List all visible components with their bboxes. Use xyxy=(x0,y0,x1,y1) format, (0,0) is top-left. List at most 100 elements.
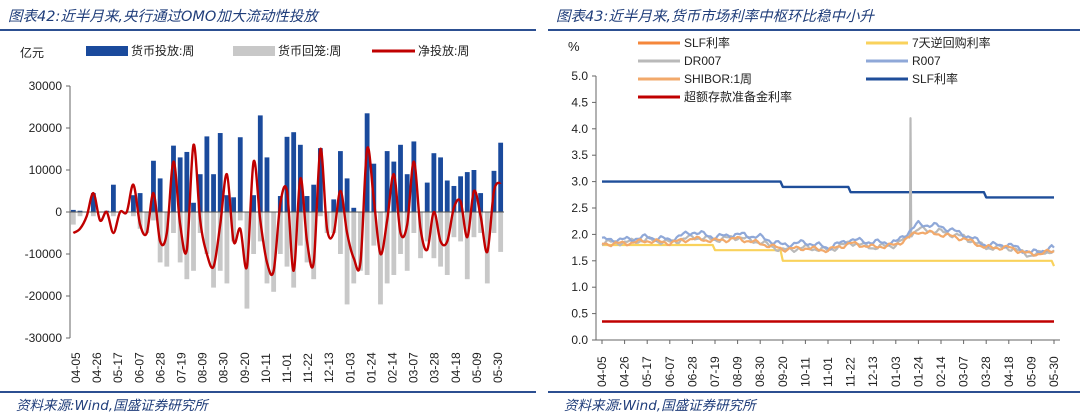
x-tick-label: 01-03 xyxy=(889,356,903,387)
x-tick-label: 06-28 xyxy=(685,356,699,387)
legend-label: SLF利率 xyxy=(912,71,958,86)
bar-withdrawal xyxy=(90,212,96,217)
title-rule xyxy=(0,29,536,31)
figure-title: 图表42:近半月来,央行通过OMO加大流动性投放 xyxy=(8,9,318,25)
x-tick-label: 05-30 xyxy=(491,352,505,383)
legend-label-injection: 货币投放:周 xyxy=(131,43,194,58)
legend-label-withdrawal: 货币回笼:周 xyxy=(278,43,341,58)
bar-injection xyxy=(137,193,143,212)
bar-injection xyxy=(411,141,417,212)
bar-withdrawal xyxy=(291,212,297,288)
bar-withdrawal xyxy=(151,212,156,221)
x-tick-label: 01-24 xyxy=(364,352,378,383)
series-line-shibor-1w xyxy=(602,229,1055,257)
bar-withdrawal xyxy=(251,212,257,254)
bar-injection xyxy=(304,196,310,212)
rates-chart: % SLF利率 7天逆回购利率 DR007 R007 SHIBOR:1周 SLF利率超额存款… xyxy=(568,35,1061,387)
source-note: 资料来源:Wind,国盛证券研究所 xyxy=(16,398,208,414)
bar-injection xyxy=(177,157,183,212)
x-tick-label: 11-22 xyxy=(844,357,858,387)
y-tick-label: 0 xyxy=(55,205,62,219)
bar-injection xyxy=(444,180,450,212)
bar-injection xyxy=(171,145,176,212)
bar-withdrawal xyxy=(358,212,363,271)
bar-withdrawal xyxy=(471,212,477,238)
y-tick-label: 0.0 xyxy=(571,333,588,347)
y-axis-unit: % xyxy=(568,39,580,54)
bar-withdrawal xyxy=(384,212,390,284)
bar-withdrawal xyxy=(424,212,430,242)
x-tick-label: 05-30 xyxy=(1047,356,1061,387)
bar-injection xyxy=(204,136,210,212)
x-tick-label: 03-28 xyxy=(428,352,442,383)
bar-withdrawal xyxy=(70,212,76,225)
bar-withdrawal xyxy=(371,212,377,246)
bar-withdrawal xyxy=(191,212,196,271)
legend-label: SLF利率 xyxy=(684,35,730,50)
bar-withdrawal xyxy=(231,212,236,242)
bar-withdrawal xyxy=(338,212,343,254)
bar-withdrawal xyxy=(264,212,270,284)
bar-injection xyxy=(224,195,230,212)
y-tick-label: 5.0 xyxy=(571,69,588,83)
y-axis-unit: 亿元 xyxy=(20,45,44,60)
bar-withdrawal xyxy=(77,212,83,217)
x-tick-label: 09-20 xyxy=(776,356,790,387)
bar-injection xyxy=(251,195,257,212)
bar-withdrawal xyxy=(237,212,243,221)
legend: SLF利率 7天逆回购利率 DR007 R007 SHIBOR:1周 SLF利率超额存款准… xyxy=(638,35,991,104)
y-tick-label: 4.0 xyxy=(571,122,588,136)
bar-withdrawal xyxy=(284,212,290,267)
x-tick-label: 08-30 xyxy=(217,352,231,383)
bar-withdrawal xyxy=(311,212,317,280)
x-tick-label: 03-07 xyxy=(957,356,971,387)
bar-withdrawal xyxy=(351,212,357,284)
y-tick-label: 30000 xyxy=(29,79,63,93)
bar-injection xyxy=(458,176,464,212)
x-tick-label: 11-01 xyxy=(821,357,835,387)
bar-withdrawal xyxy=(224,212,230,284)
x-tick-label: 04-05 xyxy=(69,352,83,383)
y-tick-label: 20000 xyxy=(29,121,63,135)
x-tick-label: 06-28 xyxy=(153,352,167,383)
bar-withdrawal xyxy=(204,212,210,254)
x-tick-label: 12-13 xyxy=(866,356,880,387)
bar-injection xyxy=(311,184,317,212)
bar-injection xyxy=(338,151,343,212)
bar-withdrawal xyxy=(331,212,337,233)
bar-injection xyxy=(498,142,504,212)
bar-injection xyxy=(424,182,430,212)
bar-withdrawal xyxy=(177,212,183,263)
y-tick-label: 2.5 xyxy=(571,201,588,215)
bar-injection xyxy=(331,199,337,212)
liquidity-chart: 亿元 货币投放:周 货币回笼:周 净投放:周 30000 20000 10000 0 -1000… xyxy=(20,43,505,383)
bar-injection xyxy=(478,193,484,212)
bar-withdrawal xyxy=(498,212,504,252)
y-tick-label: 1.0 xyxy=(571,280,588,294)
bar-injection xyxy=(70,209,76,212)
bar-injection xyxy=(237,137,243,212)
bar-withdrawal xyxy=(211,212,216,288)
bar-injection xyxy=(191,202,196,212)
bar-withdrawal xyxy=(277,212,283,254)
bar-injection xyxy=(217,133,223,212)
x-tick-label: 01-24 xyxy=(911,356,925,387)
bar-withdrawal xyxy=(491,212,497,233)
y-tick-label: 1.5 xyxy=(571,254,588,268)
bar-injection xyxy=(291,132,297,212)
bar-injection xyxy=(157,178,163,212)
source-rule xyxy=(0,391,536,393)
bar-withdrawal xyxy=(364,212,370,275)
x-tick-label: 07-19 xyxy=(175,352,189,383)
bar-injection xyxy=(391,161,397,212)
bar-injection xyxy=(77,210,83,212)
legend-label-net: 净投放:周 xyxy=(418,43,469,58)
bar-injection xyxy=(257,115,263,212)
bar-withdrawal xyxy=(458,212,464,242)
legend-label: 7天逆回购利率 xyxy=(912,35,991,50)
bar-withdrawal xyxy=(271,212,277,292)
legend: 货币投放:周 货币回笼:周 净投放:周 xyxy=(86,43,469,58)
legend-swatch-injection xyxy=(86,46,128,56)
x-tick-label: 08-30 xyxy=(753,356,767,387)
bar-injection xyxy=(264,157,270,212)
